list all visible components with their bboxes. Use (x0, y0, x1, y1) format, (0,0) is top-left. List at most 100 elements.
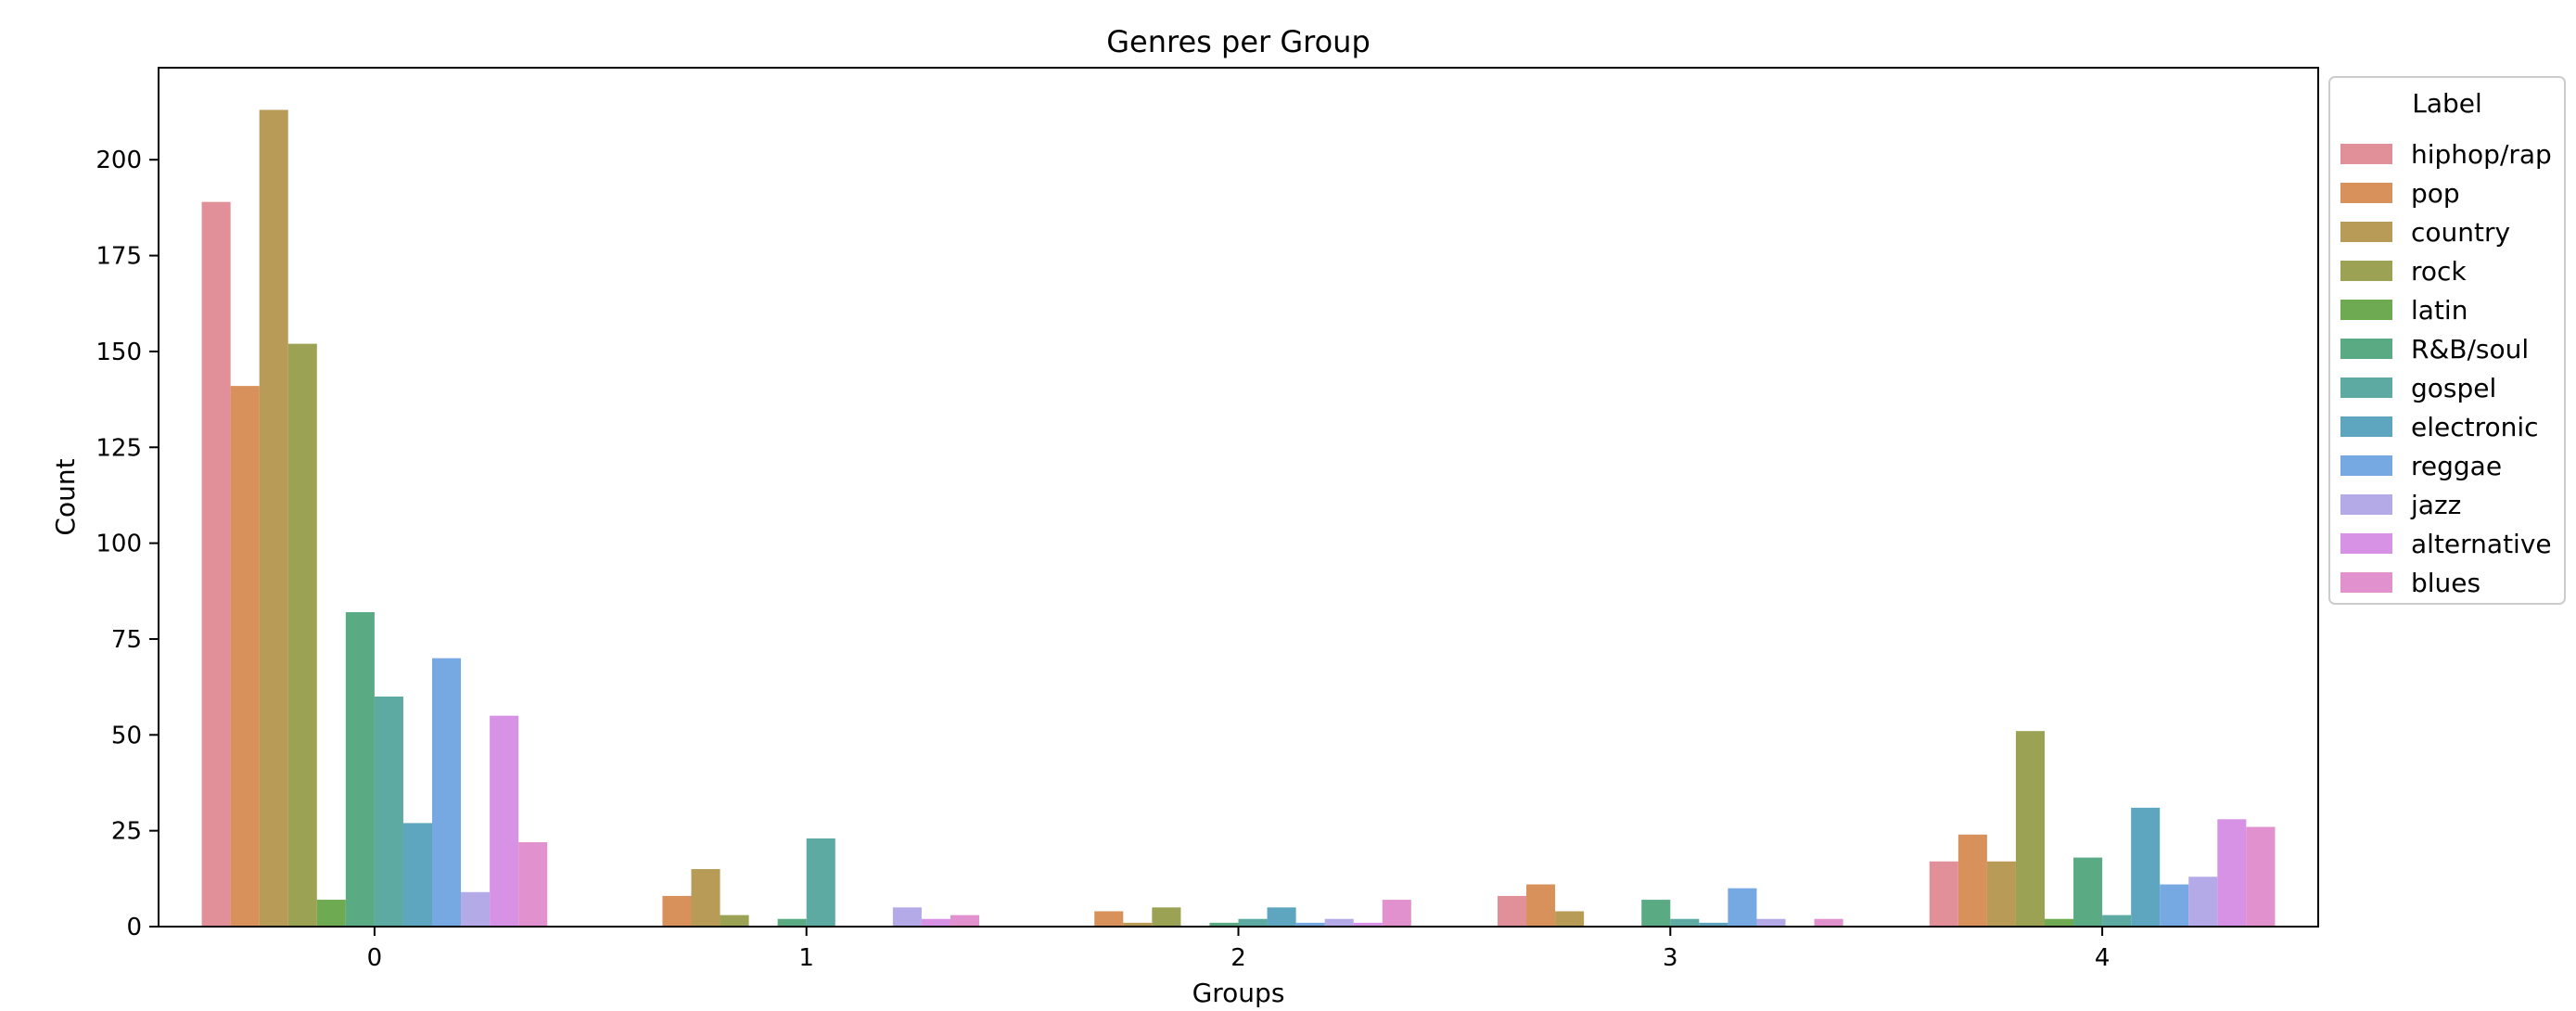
legend-label: electronic (2411, 412, 2539, 442)
bar-country-group-2 (1123, 922, 1153, 927)
legend-item-jazz: jazz (2340, 490, 2461, 520)
legend-label: pop (2411, 178, 2460, 209)
y-tick-label: 100 (96, 531, 142, 558)
bar-blues-group-2 (1382, 900, 1411, 927)
bar-country-group-0 (259, 109, 288, 928)
bar-r-b-soul-group-1 (777, 918, 807, 927)
legend-item-country: country (2340, 217, 2510, 248)
legend-swatch (2340, 222, 2392, 242)
bar-gospel-group-3 (1670, 918, 1700, 927)
legend-label: country (2411, 217, 2510, 248)
bar-alternative-group-4 (2217, 819, 2247, 927)
legend-item-alternative: alternative (2340, 529, 2552, 559)
bar-blues-group-4 (2246, 826, 2276, 927)
y-tick-label: 0 (126, 914, 142, 941)
y-axis-label: Count (50, 458, 81, 535)
bar-alternative-group-1 (921, 918, 950, 927)
legend-swatch (2340, 261, 2392, 281)
y-tick-label: 125 (96, 434, 142, 462)
y-tick-label: 200 (96, 147, 142, 174)
legend-item-gospel: gospel (2340, 373, 2496, 403)
bar-electronic-group-4 (2131, 807, 2161, 927)
bar-pop-group-1 (662, 895, 692, 927)
bar-pop-group-3 (1526, 884, 1556, 927)
legend-items: hiphop/rap pop country rock latin R&B/soul gos… (2340, 139, 2552, 598)
y-tick-label: 75 (111, 626, 142, 654)
legend-label: gospel (2411, 373, 2496, 403)
x-tick-label: 2 (1231, 944, 1246, 972)
bar-rock-group-4 (2015, 731, 2045, 927)
bar-electronic-group-3 (1699, 922, 1728, 927)
bar-reggae-group-0 (432, 658, 462, 927)
legend-item-r-b-soul: R&B/soul (2340, 334, 2529, 365)
bar-hiphop-rap-group-0 (201, 201, 231, 927)
bar-jazz-group-1 (892, 907, 922, 927)
legend-item-pop: pop (2340, 178, 2460, 209)
legend-swatch (2340, 378, 2392, 398)
legend-swatch (2340, 300, 2392, 320)
legend-swatch (2340, 144, 2392, 164)
bar-rock-group-1 (720, 915, 749, 927)
bar-gospel-group-4 (2102, 915, 2132, 927)
legend-label: latin (2411, 295, 2468, 326)
legend-label: jazz (2410, 490, 2461, 520)
bar-blues-group-1 (950, 915, 980, 927)
bar-latin-group-4 (2044, 918, 2074, 927)
bar-gospel-group-2 (1238, 918, 1268, 927)
bar-pop-group-4 (1958, 834, 1987, 927)
bar-reggae-group-4 (2160, 884, 2189, 927)
bar-country-group-4 (1986, 861, 2016, 927)
bar-rock-group-2 (1152, 907, 1181, 927)
x-axis: 0 1 2 3 4 (367, 927, 2111, 972)
bar-reggae-group-2 (1295, 922, 1325, 927)
bar-jazz-group-2 (1324, 918, 1354, 927)
bar-jazz-group-0 (461, 891, 491, 927)
bar-blues-group-3 (1814, 918, 1843, 927)
bar-r-b-soul-group-3 (1641, 900, 1671, 927)
y-tick-label: 25 (111, 818, 142, 846)
y-tick-label: 175 (96, 243, 142, 271)
plot-frame (158, 67, 2319, 928)
bar-pop-group-2 (1094, 911, 1124, 927)
x-tick-label: 1 (798, 944, 814, 972)
chart-title: Genres per Group (1106, 24, 1371, 59)
x-axis-label: Groups (1192, 978, 1285, 1008)
bar-alternative-group-0 (490, 715, 519, 927)
legend-swatch (2340, 339, 2392, 359)
legend-label: alternative (2411, 529, 2552, 559)
x-tick-label: 4 (2095, 944, 2111, 972)
bar-r-b-soul-group-2 (1209, 922, 1239, 927)
legend-swatch (2340, 455, 2392, 476)
y-tick-label: 150 (96, 339, 142, 366)
legend-item-electronic: electronic (2340, 412, 2539, 442)
bar-reggae-group-3 (1728, 888, 1757, 927)
bar-gospel-group-1 (806, 838, 835, 927)
x-tick-label: 3 (1663, 944, 1678, 972)
legend-item-rock: rock (2340, 256, 2467, 287)
legend-swatch (2340, 416, 2392, 437)
bar-blues-group-0 (518, 842, 548, 927)
bar-gospel-group-0 (374, 696, 403, 927)
x-tick-label: 0 (367, 944, 383, 972)
y-tick-label: 50 (111, 722, 142, 749)
bar-electronic-group-2 (1267, 907, 1296, 927)
legend-item-latin: latin (2340, 295, 2468, 326)
legend-label: hiphop/rap (2411, 139, 2552, 170)
bar-jazz-group-4 (2188, 877, 2218, 927)
legend-swatch (2340, 572, 2392, 593)
legend-swatch (2340, 533, 2392, 554)
legend-label: blues (2411, 568, 2480, 598)
legend: Label hiphop/rap pop country rock latin R&B/s… (2328, 76, 2566, 605)
legend-swatch (2340, 183, 2392, 203)
bar-pop-group-0 (230, 386, 260, 927)
bars (201, 109, 2276, 928)
legend-item-hiphop-rap: hiphop/rap (2340, 139, 2552, 170)
legend-title: Label (2412, 88, 2482, 119)
bar-r-b-soul-group-0 (345, 612, 375, 927)
legend-label: rock (2411, 256, 2467, 287)
bar-rock-group-0 (287, 343, 317, 928)
legend-label: reggae (2411, 451, 2502, 481)
bar-country-group-3 (1555, 911, 1585, 927)
y-axis: 0 25 50 75 100 125 150 175 200 (96, 147, 159, 941)
